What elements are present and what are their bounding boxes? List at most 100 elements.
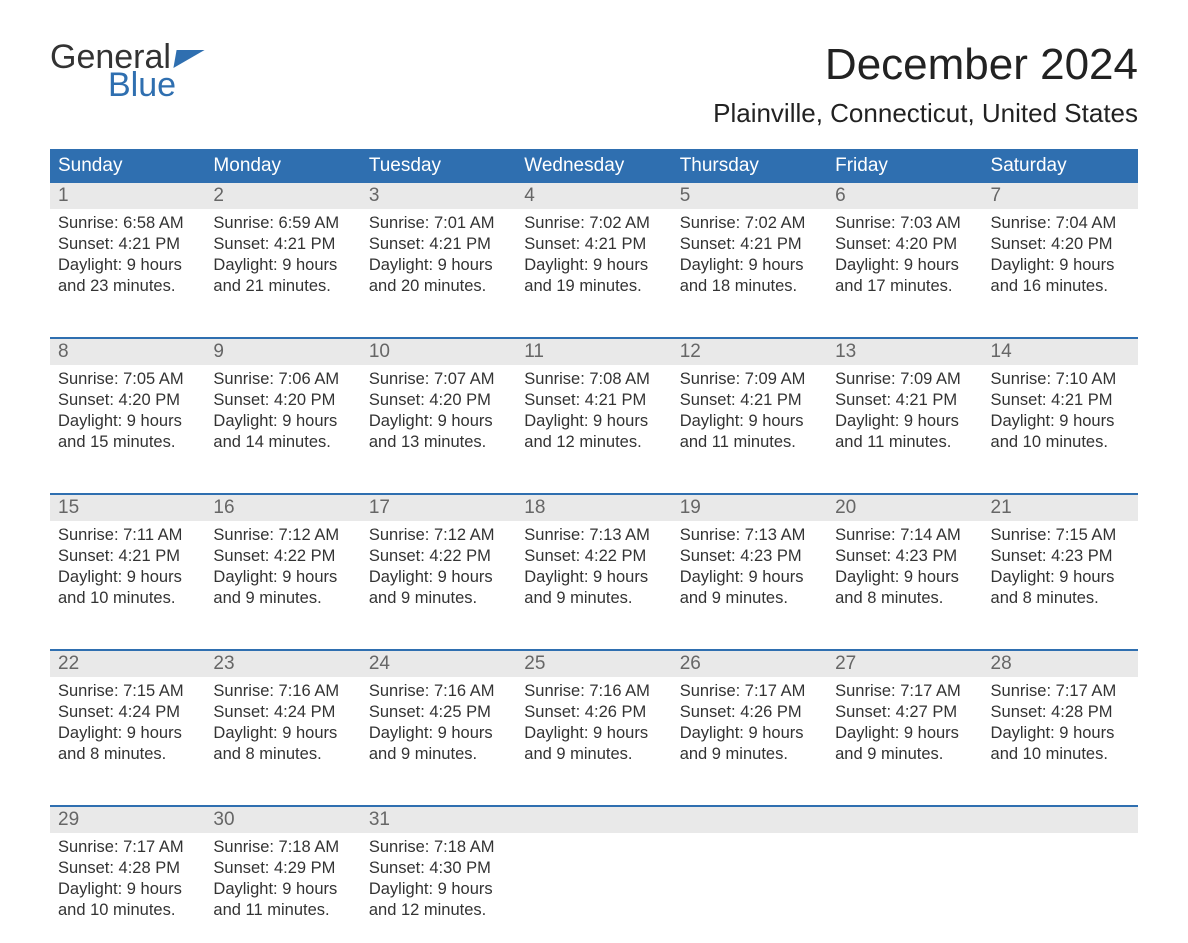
week: 293031Sunrise: 7:17 AMSunset: 4:28 PMDay… <box>50 805 1138 943</box>
sunrise-line: Sunrise: 7:15 AM <box>991 525 1130 546</box>
sunrise-line: Sunrise: 7:16 AM <box>369 681 508 702</box>
day-number <box>983 807 1138 811</box>
day-cell-body: Sunrise: 7:10 AMSunset: 4:21 PMDaylight:… <box>983 365 1138 475</box>
day-cell-body <box>983 833 1138 943</box>
day-cell-number: 4 <box>516 183 671 209</box>
sunset-line: Sunset: 4:21 PM <box>58 234 197 255</box>
sunrise-line: Sunrise: 7:17 AM <box>680 681 819 702</box>
day-number: 19 <box>672 495 827 521</box>
day-cell-body: Sunrise: 7:08 AMSunset: 4:21 PMDaylight:… <box>516 365 671 475</box>
sunrise-line: Sunrise: 7:13 AM <box>524 525 663 546</box>
day-number: 4 <box>516 183 671 209</box>
daylight-line: Daylight: 9 hours and 18 minutes. <box>680 255 819 297</box>
day-cell-number: 5 <box>672 183 827 209</box>
daynum-row: 15161718192021 <box>50 493 1138 521</box>
day-details: Sunrise: 7:18 AMSunset: 4:29 PMDaylight:… <box>205 833 360 929</box>
day-cell-body: Sunrise: 7:04 AMSunset: 4:20 PMDaylight:… <box>983 209 1138 319</box>
day-cell-number <box>516 807 671 833</box>
daylight-line: Daylight: 9 hours and 11 minutes. <box>213 879 352 921</box>
day-number: 6 <box>827 183 982 209</box>
sunrise-line: Sunrise: 7:15 AM <box>58 681 197 702</box>
day-number <box>827 807 982 811</box>
sunrise-line: Sunrise: 7:14 AM <box>835 525 974 546</box>
sunrise-line: Sunrise: 7:16 AM <box>524 681 663 702</box>
logo: General Blue <box>50 40 203 102</box>
day-cell-body: Sunrise: 7:16 AMSunset: 4:26 PMDaylight:… <box>516 677 671 787</box>
day-number: 24 <box>361 651 516 677</box>
day-cell-number: 9 <box>205 339 360 365</box>
day-details: Sunrise: 6:58 AMSunset: 4:21 PMDaylight:… <box>50 209 205 305</box>
day-number: 5 <box>672 183 827 209</box>
sunset-line: Sunset: 4:20 PM <box>58 390 197 411</box>
day-header: Monday <box>205 149 360 183</box>
title-block: December 2024 Plainville, Connecticut, U… <box>713 40 1138 129</box>
daylight-line: Daylight: 9 hours and 9 minutes. <box>524 723 663 765</box>
day-details: Sunrise: 7:05 AMSunset: 4:20 PMDaylight:… <box>50 365 205 461</box>
day-details: Sunrise: 7:13 AMSunset: 4:22 PMDaylight:… <box>516 521 671 617</box>
day-details: Sunrise: 7:11 AMSunset: 4:21 PMDaylight:… <box>50 521 205 617</box>
sunset-line: Sunset: 4:21 PM <box>680 234 819 255</box>
weeks-container: 1 23 4567 Sunrise: 6:58 AMSunset: 4:21 PMDa… <box>50 183 1138 943</box>
day-number: 21 <box>983 495 1138 521</box>
day-number: 14 <box>983 339 1138 365</box>
day-details: Sunrise: 7:02 AMSunset: 4:21 PMDaylight:… <box>672 209 827 305</box>
day-cell-number: 18 <box>516 495 671 521</box>
header: General Blue December 2024 Plainville, C… <box>50 40 1138 129</box>
day-number: 9 <box>205 339 360 365</box>
daylight-line: Daylight: 9 hours and 9 minutes. <box>524 567 663 609</box>
day-cell-number: 2 <box>205 183 360 209</box>
day-cell-number: 13 <box>827 339 982 365</box>
day-cell-body <box>672 833 827 943</box>
sunset-line: Sunset: 4:20 PM <box>991 234 1130 255</box>
sunset-line: Sunset: 4:21 PM <box>524 234 663 255</box>
day-cell-body: Sunrise: 7:09 AMSunset: 4:21 PMDaylight:… <box>672 365 827 475</box>
day-number: 11 <box>516 339 671 365</box>
day-number <box>516 807 671 811</box>
sunset-line: Sunset: 4:20 PM <box>369 390 508 411</box>
day-cell-body: Sunrise: 7:18 AMSunset: 4:29 PMDaylight:… <box>205 833 360 943</box>
daylight-line: Daylight: 9 hours and 9 minutes. <box>369 567 508 609</box>
daynum-row: 293031 <box>50 805 1138 833</box>
sunrise-line: Sunrise: 7:09 AM <box>835 369 974 390</box>
daylight-line: Daylight: 9 hours and 8 minutes. <box>835 567 974 609</box>
week: 22232425262728Sunrise: 7:15 AMSunset: 4:… <box>50 649 1138 787</box>
daybody-row: Sunrise: 7:15 AMSunset: 4:24 PMDaylight:… <box>50 677 1138 787</box>
sunset-line: Sunset: 4:23 PM <box>991 546 1130 567</box>
day-cell-body: Sunrise: 7:17 AMSunset: 4:28 PMDaylight:… <box>983 677 1138 787</box>
sunrise-line: Sunrise: 7:02 AM <box>524 213 663 234</box>
day-details: Sunrise: 7:09 AMSunset: 4:21 PMDaylight:… <box>672 365 827 461</box>
day-number: 15 <box>50 495 205 521</box>
day-number: 16 <box>205 495 360 521</box>
day-number: 10 <box>361 339 516 365</box>
sunset-line: Sunset: 4:21 PM <box>369 234 508 255</box>
day-details: Sunrise: 7:02 AMSunset: 4:21 PMDaylight:… <box>516 209 671 305</box>
day-cell-number: 25 <box>516 651 671 677</box>
day-details: Sunrise: 7:14 AMSunset: 4:23 PMDaylight:… <box>827 521 982 617</box>
day-cell-body: Sunrise: 7:16 AMSunset: 4:24 PMDaylight:… <box>205 677 360 787</box>
sunrise-line: Sunrise: 7:05 AM <box>58 369 197 390</box>
day-details: Sunrise: 7:18 AMSunset: 4:30 PMDaylight:… <box>361 833 516 929</box>
sunset-line: Sunset: 4:21 PM <box>524 390 663 411</box>
sunrise-line: Sunrise: 7:09 AM <box>680 369 819 390</box>
day-cell-number: 31 <box>361 807 516 833</box>
day-number: 23 <box>205 651 360 677</box>
daylight-line: Daylight: 9 hours and 8 minutes. <box>991 567 1130 609</box>
daybody-row: Sunrise: 6:58 AMSunset: 4:21 PMDaylight:… <box>50 209 1138 319</box>
day-cell-number: 19 <box>672 495 827 521</box>
day-number <box>672 807 827 811</box>
day-details: Sunrise: 7:16 AMSunset: 4:25 PMDaylight:… <box>361 677 516 773</box>
sunset-line: Sunset: 4:21 PM <box>213 234 352 255</box>
day-number: 7 <box>983 183 1138 209</box>
sunrise-line: Sunrise: 7:11 AM <box>58 525 197 546</box>
day-details: Sunrise: 7:13 AMSunset: 4:23 PMDaylight:… <box>672 521 827 617</box>
day-cell-body: Sunrise: 7:12 AMSunset: 4:22 PMDaylight:… <box>205 521 360 631</box>
day-cell-body: Sunrise: 7:03 AMSunset: 4:20 PMDaylight:… <box>827 209 982 319</box>
sunset-line: Sunset: 4:21 PM <box>680 390 819 411</box>
day-details: Sunrise: 7:04 AMSunset: 4:20 PMDaylight:… <box>983 209 1138 305</box>
day-number: 1 <box>50 183 205 209</box>
sunset-line: Sunset: 4:29 PM <box>213 858 352 879</box>
day-number: 25 <box>516 651 671 677</box>
day-cell-number: 16 <box>205 495 360 521</box>
day-header-row: Sunday Monday Tuesday Wednesday Thursday… <box>50 149 1138 183</box>
day-cell-body: Sunrise: 7:09 AMSunset: 4:21 PMDaylight:… <box>827 365 982 475</box>
